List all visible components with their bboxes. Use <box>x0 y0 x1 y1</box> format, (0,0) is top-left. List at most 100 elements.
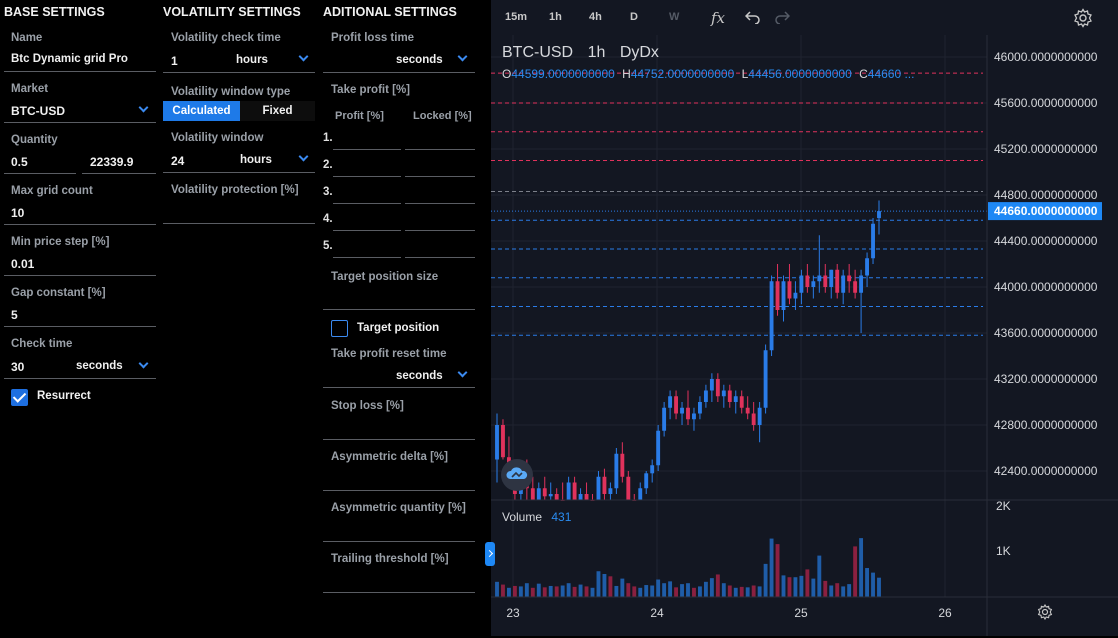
ohlc-l-label: L <box>741 67 749 81</box>
candle <box>847 264 852 293</box>
candle <box>721 384 726 408</box>
market-select[interactable]: BTC-USD <box>11 104 65 118</box>
volume-bar <box>495 581 499 597</box>
reset-chevron-down-icon[interactable] <box>457 367 468 378</box>
price-tick-label: 42800.0000000000 <box>994 418 1098 432</box>
candle <box>608 482 613 500</box>
take-profit-label: Take profit [%] <box>331 84 411 96</box>
check-time-input[interactable]: 30 <box>11 360 25 374</box>
volume-bar <box>859 538 864 597</box>
price-tick-label: 44800.0000000000 <box>994 188 1098 202</box>
chart-canvas[interactable]: 46000.0000000000 45600.0000000000 45200.00… <box>491 0 1118 636</box>
legend-interval: 1h <box>587 44 606 61</box>
volatility-window-unit-select[interactable]: hours <box>240 154 272 166</box>
profit-loss-unit-select[interactable]: seconds <box>396 54 443 66</box>
time-axis-settings-icon[interactable] <box>1037 604 1053 620</box>
interval-w[interactable]: W <box>669 11 680 23</box>
window-type-calculated[interactable]: Calculated <box>163 101 240 121</box>
tp-profit-1[interactable] <box>333 149 401 150</box>
ohlc-l-value: 44456.0000000000 <box>748 67 852 81</box>
redo-icon[interactable] <box>774 10 790 24</box>
resurrect-checkbox[interactable] <box>11 389 28 406</box>
volatility-check-chevron-down-icon[interactable] <box>298 51 309 62</box>
target-size-underline[interactable] <box>323 309 475 310</box>
tp-profit-5[interactable] <box>333 257 401 258</box>
volume-bar <box>614 585 619 597</box>
candle <box>668 390 673 420</box>
tp-row-4: 4. <box>323 213 333 225</box>
volatility-check-underline <box>163 72 315 73</box>
indicators-fx-icon[interactable]: fx <box>711 9 726 27</box>
tp-col-locked: Locked [%] <box>413 110 472 122</box>
volatility-window-input[interactable]: 24 <box>171 154 185 168</box>
quantity-quote-input[interactable]: 22339.9 <box>90 155 134 169</box>
volume-bar <box>506 587 511 597</box>
volume-bar <box>697 586 702 597</box>
candle <box>769 275 774 356</box>
candle <box>739 390 744 414</box>
collapse-panel-handle[interactable] <box>485 542 495 566</box>
interval-4h[interactable]: 4h <box>589 11 602 23</box>
chart-settings-gear-icon[interactable] <box>1073 8 1093 28</box>
price-chart[interactable]: 15m 1h 4h D W fx 46000.0000000000 45600.0… <box>485 0 1118 636</box>
check-time-unit-select[interactable]: seconds <box>76 360 123 372</box>
time-tick-label: 24 <box>650 606 664 620</box>
interval-1h[interactable]: 1h <box>549 11 562 23</box>
candle <box>548 482 553 500</box>
candle <box>841 269 846 305</box>
volatility-check-unit-select[interactable]: hours <box>236 54 268 66</box>
volatility-protection-label: Volatility protection [%] <box>171 184 299 196</box>
volume-bar <box>572 586 577 597</box>
tradingview-logo-icon[interactable] <box>501 459 533 491</box>
min-step-input[interactable]: 0.01 <box>11 257 35 271</box>
volatility-window-chevron-down-icon[interactable] <box>298 151 309 162</box>
max-grid-input[interactable]: 10 <box>11 206 25 220</box>
trailing-underline[interactable] <box>323 592 475 593</box>
market-chevron-down-icon[interactable] <box>138 102 149 113</box>
tp-profit-3[interactable] <box>333 203 401 204</box>
gap-input[interactable]: 5 <box>11 308 18 322</box>
profit-loss-chevron-down-icon[interactable] <box>457 51 468 62</box>
tp-locked-1[interactable] <box>405 149 475 150</box>
ohlc-h-value: 44752.0000000000 <box>630 67 735 81</box>
time-tick-label: 25 <box>794 606 808 620</box>
volume-bar <box>787 577 792 597</box>
candle <box>638 482 643 500</box>
undo-icon[interactable] <box>745 10 761 24</box>
tp-profit-4[interactable] <box>333 230 401 231</box>
candle <box>692 407 696 431</box>
interval-15m[interactable]: 15m <box>505 11 528 23</box>
tp-locked-4[interactable] <box>405 230 475 231</box>
name-input[interactable]: Btc Dynamic grid Pro <box>11 53 128 65</box>
volatility-check-input[interactable]: 1 <box>171 54 178 68</box>
tp-profit-2[interactable] <box>333 176 401 177</box>
candle <box>853 269 858 299</box>
check-time-underline <box>4 378 156 379</box>
reset-unit-select[interactable]: seconds <box>396 370 443 382</box>
volume-bar <box>548 585 553 597</box>
volume-bar <box>811 578 816 597</box>
asym-qty-underline[interactable] <box>323 541 475 542</box>
candle <box>751 402 756 431</box>
target-position-checkbox[interactable] <box>331 320 348 337</box>
candle <box>536 482 541 500</box>
volume-bar <box>632 586 637 597</box>
tp-locked-3[interactable] <box>405 203 475 204</box>
volume-bar <box>733 587 738 597</box>
min-step-label: Min price step [%] <box>11 236 110 248</box>
tp-locked-5[interactable] <box>405 257 475 258</box>
window-type-fixed[interactable]: Fixed <box>240 101 315 121</box>
volume-bar <box>775 544 780 597</box>
stop-loss-underline[interactable] <box>323 439 475 440</box>
volume-bar <box>745 587 750 597</box>
quantity-input[interactable]: 0.5 <box>11 155 28 169</box>
additional-settings-title: ADITIONAL SETTINGS <box>323 5 457 19</box>
interval-d[interactable]: D <box>630 11 638 23</box>
volume-bar <box>805 569 810 597</box>
check-time-chevron-down-icon[interactable] <box>138 358 149 369</box>
volume-bar <box>692 587 696 597</box>
candle <box>799 269 804 305</box>
time-tick-label: 23 <box>506 606 520 620</box>
tp-locked-2[interactable] <box>405 176 475 177</box>
asym-delta-underline[interactable] <box>323 490 475 491</box>
